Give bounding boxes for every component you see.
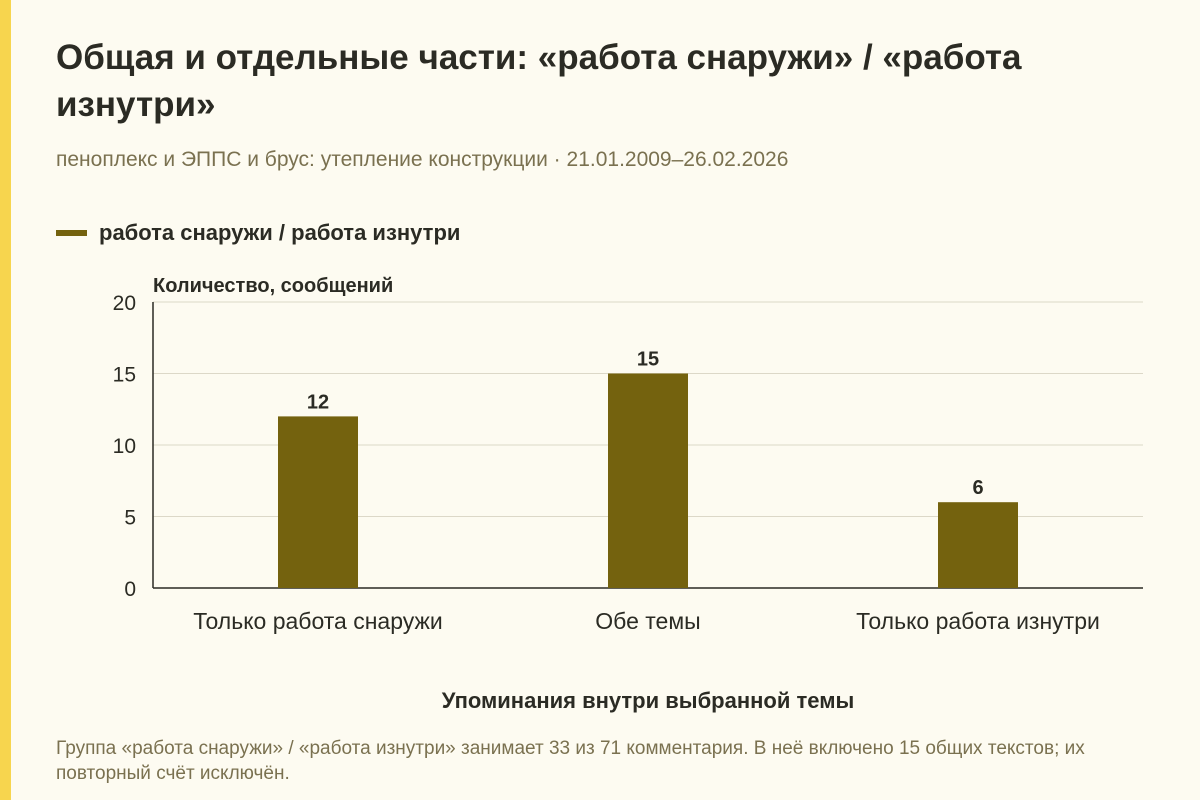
bar <box>938 502 1018 588</box>
x-axis-label: Упоминания внутри выбранной темы <box>442 688 855 713</box>
y-tick-label: 15 <box>113 364 136 387</box>
bar <box>278 416 358 588</box>
x-tick-label: Только работа снаружи <box>193 608 442 634</box>
chart-subtitle: пеноплекс и ЭППС и брус: утепление конст… <box>56 148 789 171</box>
y-tick-label: 5 <box>124 507 136 530</box>
footnote: Группа «работа снаружи» / «работа изнутр… <box>56 738 1085 784</box>
bar-value-label: 6 <box>972 477 983 499</box>
legend-swatch <box>56 230 87 236</box>
y-axis-label: Количество, сообщений <box>153 275 393 297</box>
x-tick-label: Обе темы <box>595 608 700 634</box>
accent-stripe <box>0 0 11 800</box>
y-tick-label: 20 <box>113 292 136 315</box>
chart-title: Общая и отдельные части: «работа снаружи… <box>56 38 1022 124</box>
x-tick-label: Только работа изнутри <box>856 608 1100 634</box>
bar-value-label: 15 <box>637 349 659 371</box>
y-tick-label: 0 <box>124 578 136 601</box>
bar <box>608 373 688 588</box>
legend: работа снаружи / работа изнутри <box>56 218 460 248</box>
legend-label: работа снаружи / работа изнутри <box>99 220 461 245</box>
y-tick-label: 10 <box>113 435 136 458</box>
bar-value-label: 12 <box>307 391 329 413</box>
